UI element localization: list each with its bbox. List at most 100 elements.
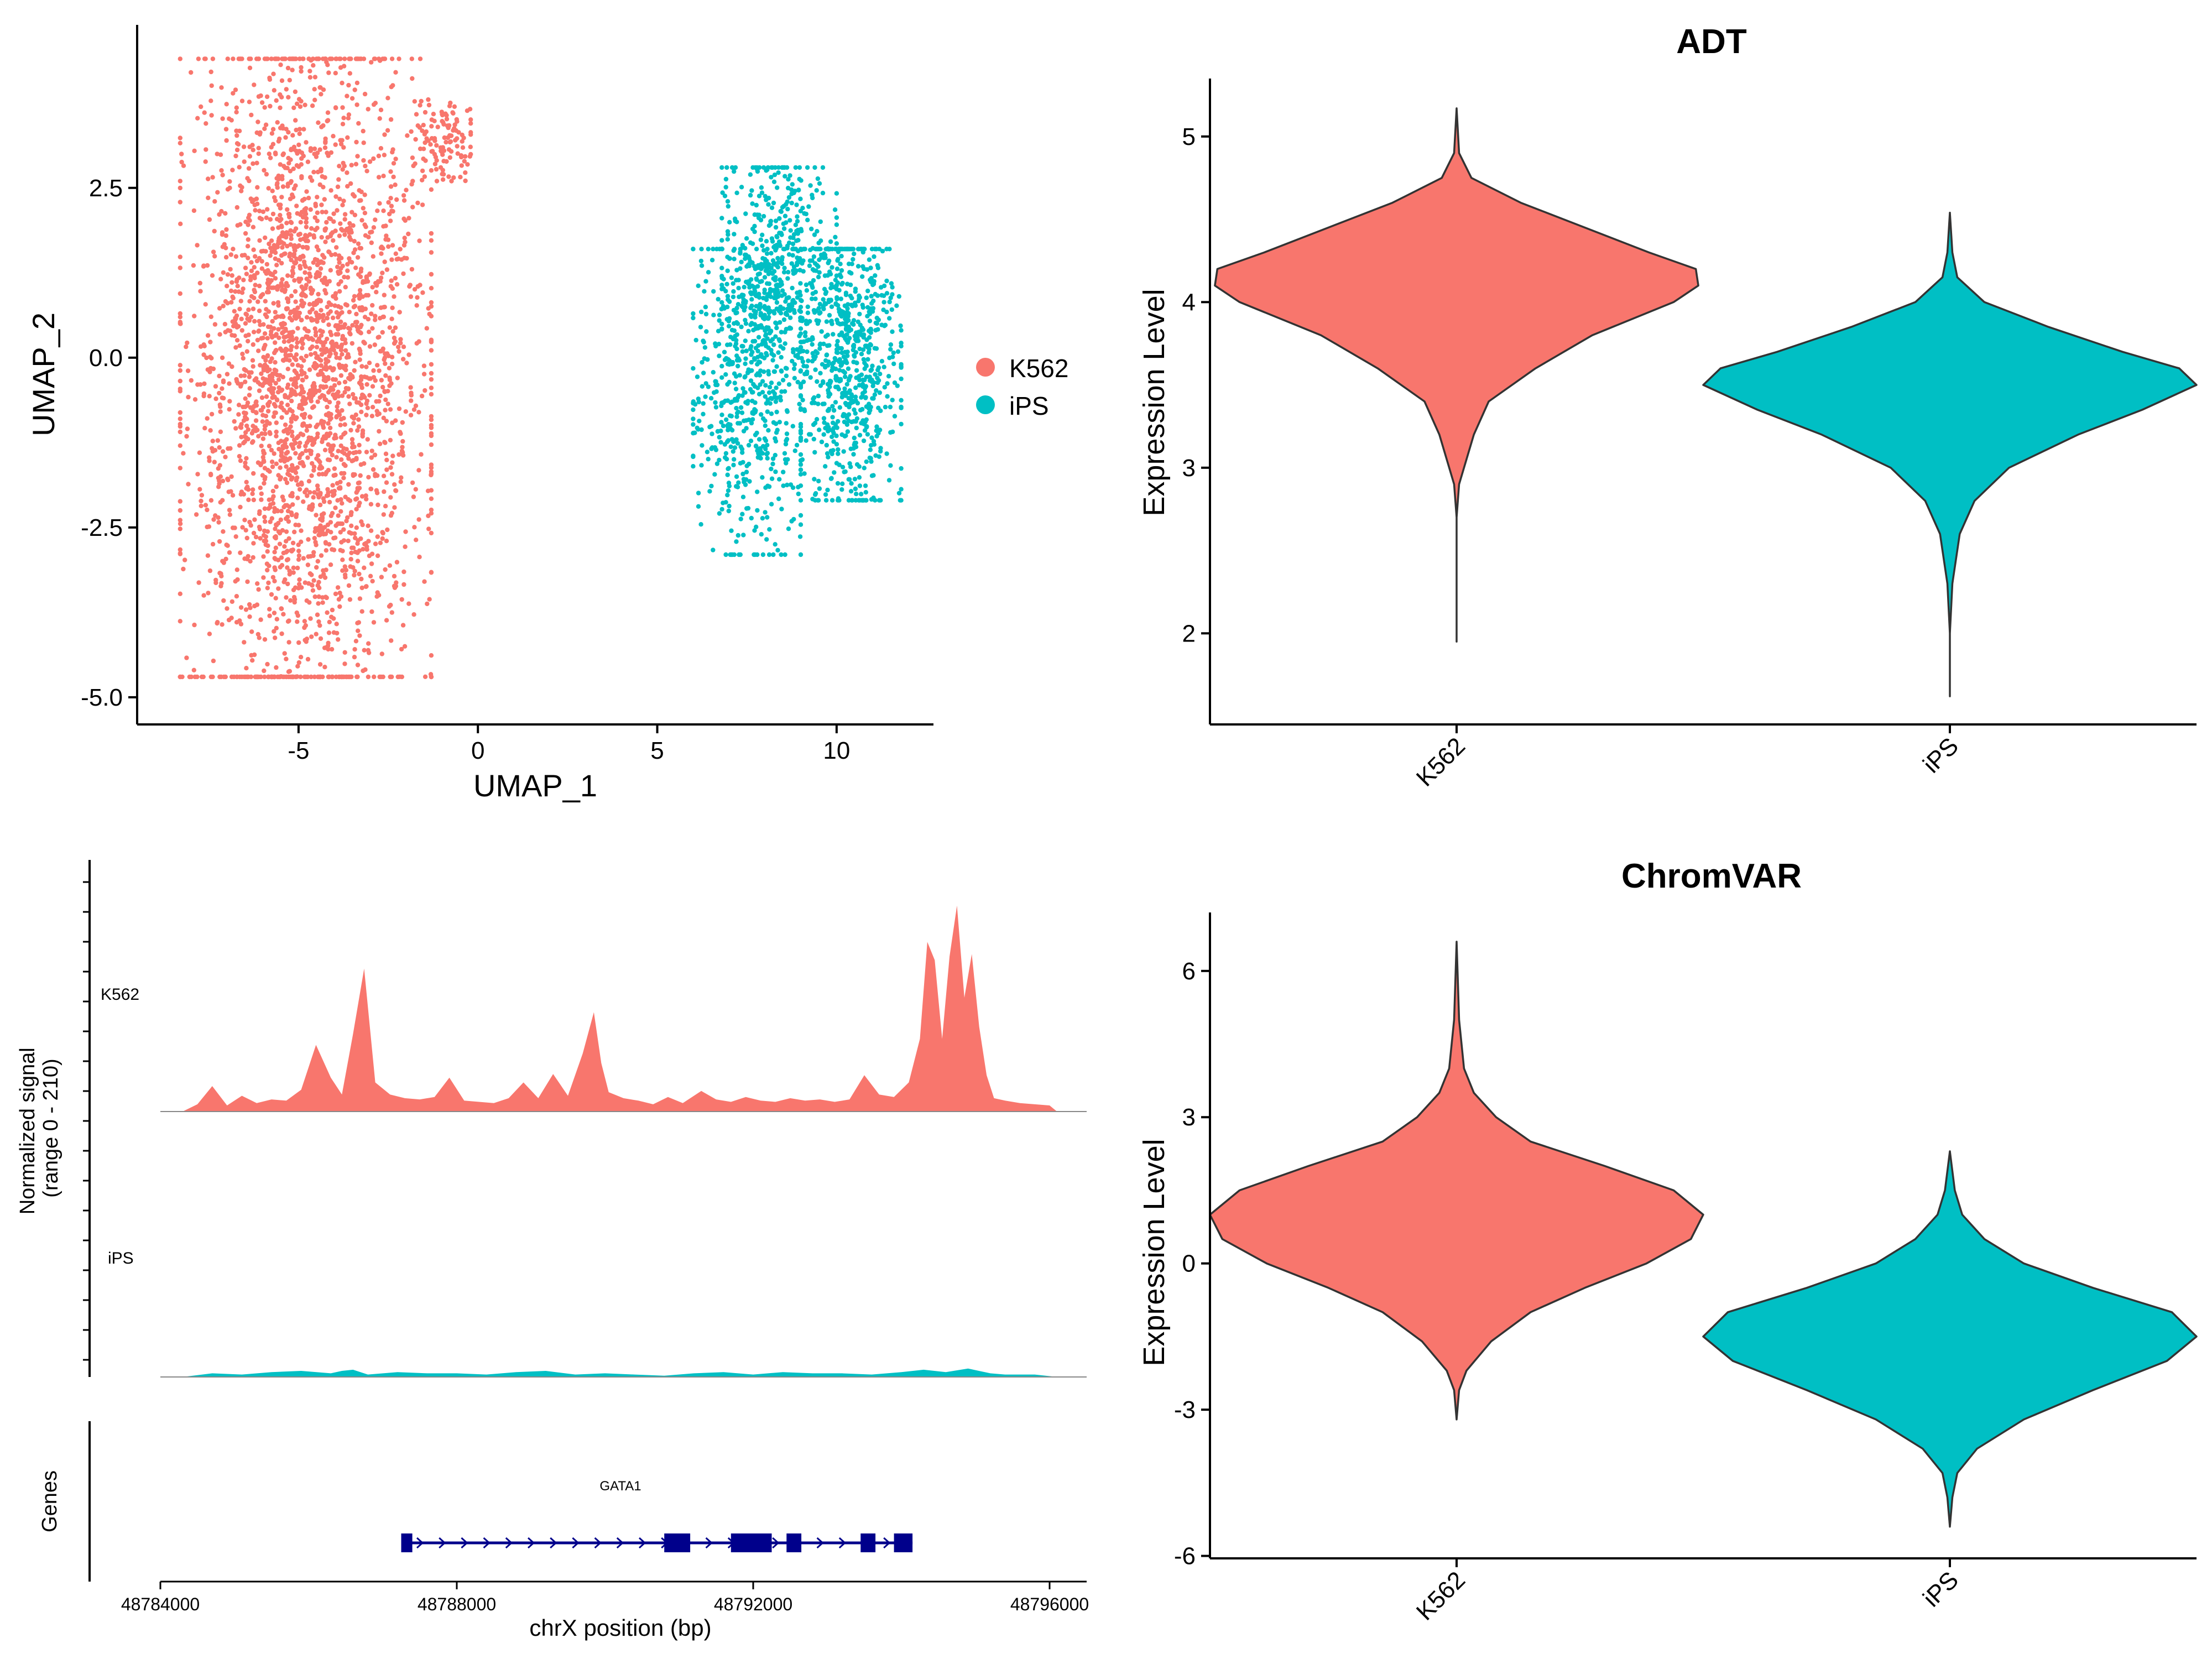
umap-point-k562: [320, 56, 326, 61]
umap-point-k562: [358, 473, 363, 478]
umap-point-ips: [802, 247, 807, 252]
umap-point-k562: [254, 130, 259, 135]
umap-point-ips: [747, 417, 752, 422]
umap-point-k562: [448, 149, 454, 154]
umap-point-ips: [769, 265, 774, 270]
umap-point-k562: [297, 56, 302, 61]
umap-point-k562: [358, 351, 363, 356]
umap-point-k562: [347, 401, 352, 406]
umap-point-k562: [384, 539, 389, 544]
umap-point-ips: [831, 426, 836, 431]
umap-point-k562: [364, 413, 369, 418]
gene-strand-arrow: [772, 1537, 780, 1549]
umap-point-k562: [341, 527, 346, 532]
umap-point-k562: [468, 121, 473, 126]
umap-point-ips: [799, 178, 804, 183]
umap-point-k562: [243, 368, 248, 373]
umap-point-ips: [798, 196, 803, 201]
umap-point-ips: [719, 286, 724, 291]
umap-point-ips: [792, 362, 797, 367]
umap-point-ips: [854, 416, 860, 421]
umap-point-ips: [719, 363, 724, 369]
umap-point-k562: [290, 330, 295, 335]
umap-point-ips: [821, 306, 826, 311]
umap-point-k562: [292, 243, 297, 248]
umap-point-ips: [743, 356, 748, 361]
umap-point-k562: [406, 601, 411, 606]
umap-point-k562: [328, 340, 334, 346]
umap-point-k562: [384, 267, 390, 272]
umap-point-ips: [769, 380, 774, 385]
umap-point-k562: [337, 591, 342, 596]
umap-point-ips: [786, 382, 792, 387]
umap-point-k562: [322, 575, 328, 580]
umap-point-k562: [292, 599, 297, 605]
umap-point-k562: [219, 208, 224, 214]
umap-point-ips: [754, 524, 759, 529]
umap-point-k562: [351, 565, 356, 570]
umap-point-ips: [717, 353, 722, 358]
umap-point-ips: [834, 442, 839, 447]
umap-point-k562: [338, 221, 343, 226]
umap-point-ips: [828, 239, 833, 244]
umap-y-tick-label: 2.5: [89, 175, 123, 202]
umap-point-k562: [234, 128, 239, 133]
umap-point-k562: [284, 529, 289, 534]
umap-point-k562: [246, 307, 251, 312]
umap-point-ips: [761, 213, 766, 219]
umap-point-k562: [218, 276, 223, 281]
umap-point-k562: [304, 283, 309, 288]
umap-point-ips: [752, 528, 757, 533]
legend-label-k562: K562: [1009, 354, 1068, 383]
umap-point-k562: [385, 527, 390, 533]
umap-point-k562: [274, 98, 279, 103]
umap-point-ips: [726, 324, 732, 328]
umap-point-k562: [215, 190, 220, 195]
umap-point-k562: [346, 112, 352, 117]
umap-point-ips: [840, 481, 845, 486]
umap-point-ips: [732, 169, 737, 174]
umap-point-ips: [764, 452, 769, 457]
umap-point-ips: [812, 165, 817, 170]
umap-point-k562: [224, 138, 229, 143]
umap-point-k562: [390, 329, 395, 334]
umap-point-ips: [780, 205, 785, 210]
umap-point-k562: [356, 424, 362, 429]
umap-point-ips: [721, 423, 726, 429]
umap-point-ips: [821, 341, 826, 347]
umap-point-k562: [212, 228, 217, 234]
umap-point-k562: [420, 168, 425, 174]
umap-point-k562: [335, 404, 340, 409]
umap-point-k562: [426, 526, 431, 531]
umap-point-k562: [364, 364, 369, 369]
umap-point-k562: [236, 289, 242, 294]
umap-point-k562: [429, 362, 434, 367]
umap-point-ips: [775, 547, 780, 553]
umap-point-k562: [274, 429, 279, 435]
umap-point-k562: [311, 233, 316, 238]
umap-point-ips: [898, 498, 903, 503]
umap-point-ips: [843, 358, 848, 363]
umap-point-k562: [283, 441, 288, 446]
umap-point-k562: [389, 354, 395, 359]
umap-point-ips: [776, 309, 782, 314]
umap-point-ips: [766, 345, 771, 350]
coverage-x-tick-label: 48788000: [418, 1594, 496, 1614]
umap-point-k562: [264, 419, 269, 424]
umap-point-k562: [261, 554, 266, 559]
umap-point-k562: [320, 436, 325, 442]
umap-point-ips: [821, 432, 826, 437]
umap-point-k562: [352, 294, 357, 299]
umap-point-k562: [259, 217, 264, 222]
umap-point-ips: [699, 427, 704, 432]
umap-point-k562: [296, 553, 302, 558]
umap-point-ips: [725, 268, 730, 273]
umap-point-ips: [846, 247, 851, 252]
umap-point-k562: [258, 322, 263, 327]
umap-point-ips: [731, 281, 735, 286]
umap-point-ips: [874, 247, 879, 252]
gene-strand-arrow: [883, 1537, 891, 1549]
umap-point-k562: [401, 193, 406, 198]
umap-point-k562: [237, 443, 242, 448]
gene-name-label: GATA1: [599, 1479, 641, 1494]
